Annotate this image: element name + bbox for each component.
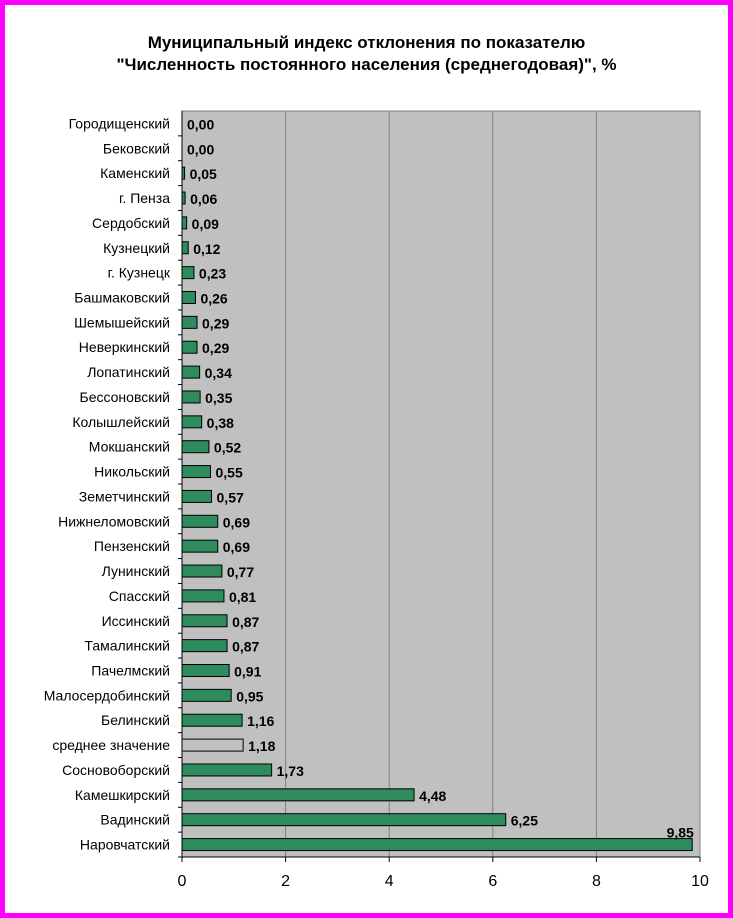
category-label: Мокшанский (89, 439, 170, 455)
category-label: Лопатинский (87, 364, 170, 380)
bar (181, 664, 230, 677)
data-label: 0,23 (199, 266, 226, 282)
category-label: Никольский (94, 464, 170, 480)
bar-average (181, 738, 244, 752)
bar (181, 514, 219, 528)
bar (181, 415, 203, 429)
data-label: 1,16 (247, 713, 274, 729)
data-label: 0,77 (227, 564, 254, 580)
bar (181, 838, 693, 852)
bar (181, 291, 196, 304)
bar (181, 191, 186, 205)
category-label: Наровчатский (80, 837, 170, 853)
data-label: 0,29 (202, 340, 229, 356)
bar (181, 614, 228, 628)
data-label: 0,29 (202, 315, 229, 331)
category-label: Белинский (101, 712, 170, 728)
category-label: Пензенский (94, 538, 170, 554)
data-label: 0,34 (205, 365, 232, 381)
x-tick-label: 0 (178, 873, 187, 890)
data-label: 0,09 (192, 216, 219, 232)
category-label: Лунинский (102, 563, 170, 579)
category-label: Иссинский (102, 613, 170, 629)
category-label: г. Пенза (119, 190, 170, 206)
bar (181, 390, 201, 404)
data-label: 0,87 (232, 614, 259, 630)
data-label: 0,57 (217, 489, 244, 505)
data-label: 0,81 (229, 589, 256, 605)
x-tick-label: 8 (592, 873, 601, 890)
data-label: 0,55 (215, 465, 242, 481)
bar (181, 216, 188, 230)
category-label: г. Кузнецк (108, 265, 171, 281)
bar (181, 440, 210, 454)
data-label: 0,91 (234, 664, 261, 680)
category-label: Пачелмский (91, 663, 170, 679)
category-label: Кузнецкий (103, 240, 170, 256)
category-label: среднее значение (52, 737, 170, 753)
chart-title-line2: "Численность постоянного населения (сред… (116, 55, 617, 74)
category-label: Спасский (109, 588, 170, 604)
bar (181, 713, 243, 727)
category-label: Сердобский (92, 215, 170, 231)
data-label: 0,35 (205, 390, 232, 406)
data-label: 1,18 (248, 738, 275, 754)
category-label: Неверкинский (79, 339, 170, 355)
category-label: Тамалинский (84, 638, 170, 654)
data-label: 0,05 (190, 166, 217, 182)
plot-area (181, 110, 701, 858)
bar (181, 589, 225, 603)
bar (181, 340, 198, 354)
data-label: 0,00 (187, 141, 214, 157)
bar (181, 564, 223, 578)
chart-title-line1: Муниципальный индекс отклонения по показ… (147, 33, 586, 52)
category-label: Сосновоборский (62, 762, 170, 778)
category-label: Нижнеломовский (58, 513, 170, 529)
x-tick-label: 6 (488, 873, 497, 890)
category-label: Вадинский (100, 812, 170, 828)
data-label: 0,69 (223, 539, 250, 555)
data-label: 0,06 (190, 191, 217, 207)
data-label: 1,73 (277, 763, 304, 779)
bar (181, 365, 201, 379)
data-label: 0,52 (214, 440, 241, 456)
category-label: Малосердобинский (44, 687, 170, 703)
data-label: 0,87 (232, 639, 259, 655)
data-label: 0,12 (193, 241, 220, 257)
bar (181, 763, 273, 777)
x-tick-label: 2 (281, 873, 290, 890)
bar (181, 166, 186, 180)
category-label: Башмаковский (74, 290, 170, 306)
data-label: 0,00 (187, 116, 214, 132)
data-label: 6,25 (511, 813, 538, 829)
category-label: Земетчинский (79, 488, 170, 504)
bar (181, 241, 189, 255)
bar (181, 639, 228, 653)
bar (181, 539, 219, 553)
category-label: Камешкирский (75, 787, 170, 803)
bar (181, 315, 198, 329)
category-label: Колышлейский (72, 414, 170, 430)
x-tick-label: 10 (691, 873, 709, 890)
bar (181, 788, 415, 802)
data-label: 0,95 (236, 688, 263, 704)
category-label: Каменский (100, 165, 170, 181)
bar (181, 465, 211, 479)
x-tick-label: 4 (385, 873, 394, 890)
bar (181, 489, 213, 503)
data-label: 9,85 (667, 825, 694, 841)
data-label: 4,48 (419, 788, 446, 804)
category-label: Шемышейский (74, 314, 170, 330)
bar (181, 813, 507, 827)
bar (181, 266, 195, 280)
category-label: Бессоновский (80, 389, 170, 405)
data-label: 0,38 (207, 415, 234, 431)
bar (181, 688, 232, 702)
category-label: Городищенский (69, 115, 170, 131)
data-label: 0,26 (200, 291, 227, 307)
chart-title: Муниципальный индекс отклонения по показ… (0, 32, 733, 76)
data-label: 0,69 (223, 514, 250, 530)
category-label: Бековский (103, 140, 170, 156)
